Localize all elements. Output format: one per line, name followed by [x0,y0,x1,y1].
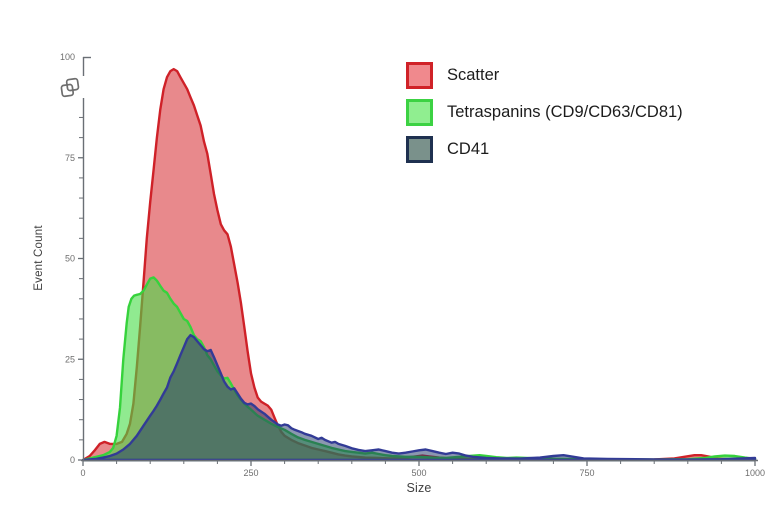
legend-swatch-scatter [406,62,433,89]
axes: 0 250 500 750 1000 0 25 50 75 100 [60,52,765,478]
x-tick-label: 250 [243,468,258,478]
legend-label: Tetraspanins (CD9/CD63/CD81) [447,103,683,121]
x-axis-title: Size [406,481,432,495]
legend-item-tetraspanins-cd9-cd63-cd81: Tetraspanins (CD9/CD63/CD81) [406,99,683,126]
y-tick-label: 0 [70,455,75,465]
overlapping-squares-icon [60,77,80,98]
x-tick-label: 500 [411,468,426,478]
x-tick-label: 750 [579,468,594,478]
legend-swatch-cd41 [406,136,433,163]
x-tick-label: 1000 [745,468,765,478]
y-tick-label: 100 [60,52,75,62]
legend-item-scatter: Scatter [406,62,683,89]
y-tick-label: 25 [65,354,75,364]
legend-label: CD41 [447,140,490,158]
legend: Scatter Tetraspanins (CD9/CD63/CD81) CD41 [406,62,683,173]
plot-area [81,67,757,462]
y-tick-label: 75 [65,153,75,163]
legend-label: Scatter [447,66,500,84]
y-axis-title: Event Count [33,225,45,291]
y-tick-label: 50 [65,254,75,264]
legend-swatch-tetraspanins-cd9-cd63-cd81 [406,99,433,126]
series-cd41 [81,333,757,462]
x-tick-label: 0 [80,468,85,478]
legend-item-cd41: CD41 [406,136,683,163]
